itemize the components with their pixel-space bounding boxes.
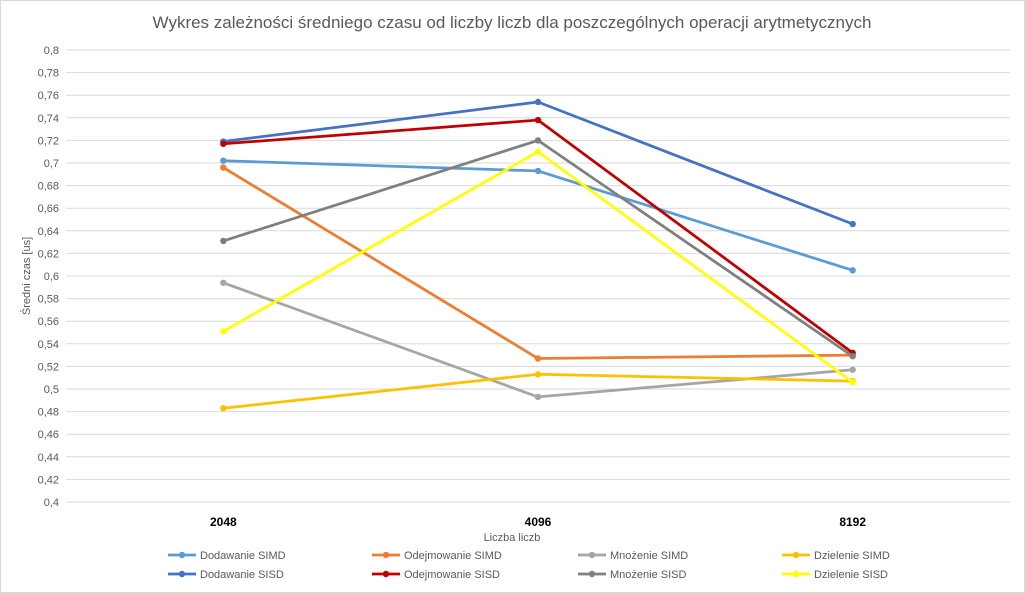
y-tick-label: 0,8 (44, 45, 59, 57)
legend-marker (382, 551, 390, 559)
legend-marker (792, 570, 800, 578)
data-point (220, 140, 227, 147)
series-line (223, 372, 853, 410)
series-line (223, 159, 854, 272)
series-lines (220, 98, 856, 412)
data-point (220, 405, 227, 412)
data-point (534, 98, 542, 106)
data-point (220, 157, 227, 164)
legend-marker (588, 551, 596, 559)
y-tick-label: 0,44 (38, 452, 59, 464)
data-point (534, 355, 542, 362)
y-tick-label: 0,66 (38, 203, 59, 215)
x-axis-title: Liczba liczb (484, 532, 541, 544)
legend-label: Dodawanie SISD (200, 569, 284, 581)
data-point (849, 353, 856, 360)
y-tick-label: 0,5 (44, 384, 59, 396)
legend-label: Odejmowanie SIMD (404, 550, 502, 562)
data-point (534, 116, 542, 124)
y-tick-label: 0,46 (38, 429, 59, 441)
y-tick-label: 0,4 (44, 497, 59, 509)
y-tick-label: 0,6 (44, 271, 59, 283)
legend-marker (382, 570, 390, 578)
y-axis-ticks: 0,4 0,42 0,44 0,46 0,48 0,5 0,52 0,54 0,56 0,58 0,… (38, 45, 59, 509)
data-point (534, 167, 542, 175)
legend-label: Dzielenie SIMD (814, 550, 890, 562)
data-point (534, 371, 542, 378)
y-tick-label: 0,68 (38, 181, 59, 193)
data-point (220, 279, 227, 286)
y-tick-label: 0,48 (38, 407, 59, 419)
legend-label: Odejmowanie SISD (404, 569, 500, 581)
y-tick-label: 0,78 (38, 68, 59, 80)
x-tick-label: 2048 (210, 515, 237, 529)
series-line (222, 166, 853, 360)
y-tick-label: 0,64 (38, 226, 59, 238)
y-tick-label: 0,54 (38, 339, 59, 351)
legend-marker (588, 570, 596, 578)
y-tick-label: 0,72 (38, 135, 59, 147)
data-point (220, 164, 227, 171)
data-point (849, 379, 856, 386)
x-tick-label: 4096 (525, 515, 552, 529)
legend-label: Mnożenie SISD (610, 569, 686, 581)
y-tick-label: 0,74 (38, 113, 59, 125)
legend-marker (178, 551, 186, 559)
y-tick-label: 0,56 (38, 316, 59, 328)
y-tick-label: 0,58 (38, 294, 59, 306)
y-tick-label: 0,42 (38, 474, 59, 486)
legend-label: Dodawanie SIMD (200, 550, 286, 562)
legend-marker (178, 570, 186, 578)
y-tick-label: 0,52 (38, 361, 59, 373)
data-point (534, 148, 542, 155)
data-point (220, 237, 227, 245)
legend-label: Mnożenie SIMD (610, 550, 688, 562)
legend-label: Dzielenie SISD (814, 569, 888, 581)
data-point (534, 393, 542, 401)
data-point (849, 267, 856, 274)
y-tick-label: 0,76 (38, 90, 59, 102)
y-axis-title: Średni czas [us] (20, 237, 33, 315)
data-point (849, 220, 856, 228)
legend: Dodawanie SIMD Odejmowanie SIMD Mnożenie S… (168, 550, 890, 581)
data-point (220, 328, 227, 335)
x-axis-ticks: 2048 4096 8192 (210, 515, 866, 529)
y-tick-label: 0,62 (38, 248, 59, 260)
data-point (534, 137, 542, 144)
chart-title: Wykres zależności średniego czasu od lic… (153, 13, 872, 32)
legend-marker (792, 551, 800, 559)
y-tick-label: 0,7 (44, 158, 59, 170)
data-point (849, 366, 856, 373)
x-tick-label: 8192 (839, 515, 866, 529)
